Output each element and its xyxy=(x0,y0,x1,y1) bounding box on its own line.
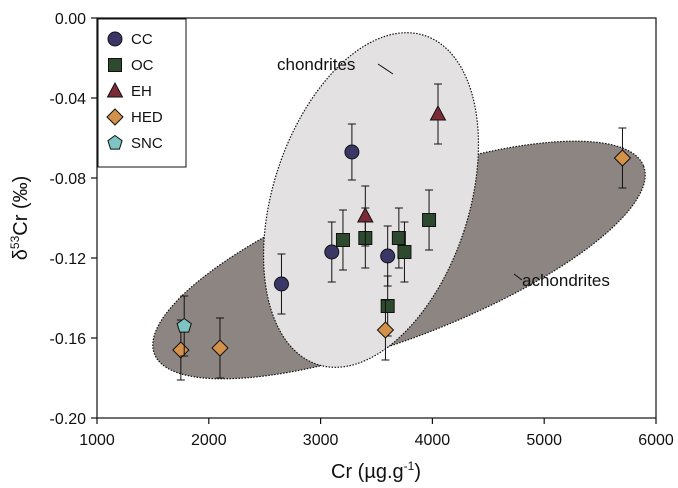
x-tick-label: 5000 xyxy=(526,432,562,449)
oc-point xyxy=(335,233,350,247)
legend-oc-label: OC xyxy=(131,57,154,74)
legend-hed-label: HED xyxy=(131,109,163,126)
plot-area xyxy=(96,17,657,419)
x-axis-title-close: ) xyxy=(414,461,421,483)
hed-point xyxy=(172,341,190,359)
oc-point xyxy=(380,299,395,313)
legend-cc-marker xyxy=(107,31,123,47)
x-tick-label: 1000 xyxy=(79,432,115,449)
y-tick-label: -0.16 xyxy=(50,331,87,348)
x-tick-label: 6000 xyxy=(638,432,674,449)
oc-point xyxy=(422,213,437,227)
hed-point xyxy=(376,321,395,339)
legend-eh-marker xyxy=(106,81,124,98)
series-hed xyxy=(172,127,632,381)
plot-frame xyxy=(96,17,657,419)
hed-point xyxy=(211,339,229,357)
achondrites-leader xyxy=(513,273,523,281)
y-axis-title: δ53Cr (‰) xyxy=(8,176,32,260)
hed-point xyxy=(613,149,632,167)
legend-snc-marker xyxy=(107,134,123,150)
series-oc xyxy=(335,189,437,337)
series-eh xyxy=(356,83,447,247)
legend-items: CC OC EH HED SNC xyxy=(106,31,163,152)
y-tick-label: 0.00 xyxy=(55,11,86,28)
legend-eh-label: EH xyxy=(131,83,152,100)
chondrites-field xyxy=(262,32,480,368)
x-tick-label: 3000 xyxy=(303,432,339,449)
eh-point xyxy=(356,206,374,223)
x-axis-title: Cr (µg.g-1) xyxy=(331,459,421,483)
markers-layer xyxy=(172,83,632,381)
eh-point xyxy=(429,104,447,121)
snc-point xyxy=(176,317,192,333)
oc-point xyxy=(397,245,412,259)
series-cc xyxy=(273,123,396,315)
y-tick-label: -0.04 xyxy=(50,91,87,108)
legend-hed-marker xyxy=(106,108,124,126)
legend-snc-label: SNC xyxy=(131,135,163,152)
cc-point xyxy=(380,248,396,264)
y-tick-label: -0.08 xyxy=(50,171,87,188)
x-axis-title-sup: -1 xyxy=(404,459,415,473)
y-axis-title-main: Cr (‰) xyxy=(10,176,32,236)
cc-point xyxy=(324,244,340,260)
annotation-achondrites: achondrites xyxy=(522,271,610,290)
cc-point xyxy=(344,144,360,160)
oc-point xyxy=(391,231,406,245)
axes-layer: 1000 2000 3000 4000 5000 6000 0.00 -0.04 -0.08 -0… xyxy=(50,11,674,449)
legend-oc-marker xyxy=(108,58,122,72)
annotation-chondrites: chondrites xyxy=(277,55,355,74)
y-tick-label: -0.20 xyxy=(50,411,87,428)
y-tick-label: -0.12 xyxy=(50,251,87,268)
x-tick-label: 4000 xyxy=(415,432,451,449)
chondrites-leader xyxy=(377,63,394,75)
legend: CC OC EH HED SNC xyxy=(97,18,187,168)
y-axis-title-sup: 53 xyxy=(8,235,22,249)
legend-cc-label: CC xyxy=(131,31,153,48)
series-snc xyxy=(176,295,192,357)
x-tick-label: 2000 xyxy=(191,432,227,449)
cc-point xyxy=(273,276,289,292)
